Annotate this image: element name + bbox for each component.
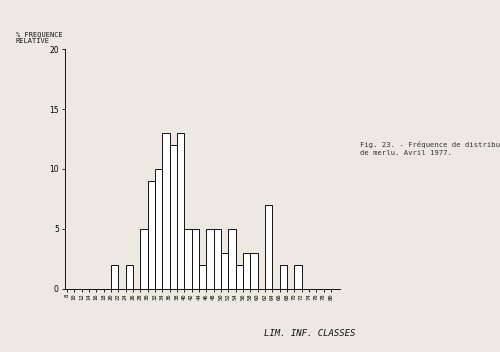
Bar xyxy=(265,205,272,289)
Bar xyxy=(177,133,184,289)
Bar xyxy=(250,253,258,289)
Bar xyxy=(236,265,243,289)
Text: Fig. 23. - Fréquence de distribution des tailles
de merlu. Avril 1977.: Fig. 23. - Fréquence de distribution des… xyxy=(360,141,500,156)
Bar xyxy=(192,229,199,289)
Bar xyxy=(294,265,302,289)
Text: LIM. INF. CLASSES: LIM. INF. CLASSES xyxy=(264,329,356,338)
Bar xyxy=(243,253,250,289)
Bar xyxy=(140,229,147,289)
Bar xyxy=(221,253,228,289)
Bar xyxy=(162,133,170,289)
Text: % FREQUENCE
RELATIVE: % FREQUENCE RELATIVE xyxy=(16,31,62,44)
Bar xyxy=(148,181,155,289)
Bar xyxy=(126,265,133,289)
Bar xyxy=(214,229,221,289)
Bar xyxy=(228,229,235,289)
Bar xyxy=(170,145,177,289)
Bar xyxy=(155,169,162,289)
Bar xyxy=(111,265,118,289)
Bar xyxy=(280,265,287,289)
Bar xyxy=(206,229,214,289)
Bar xyxy=(199,265,206,289)
Bar xyxy=(184,229,192,289)
